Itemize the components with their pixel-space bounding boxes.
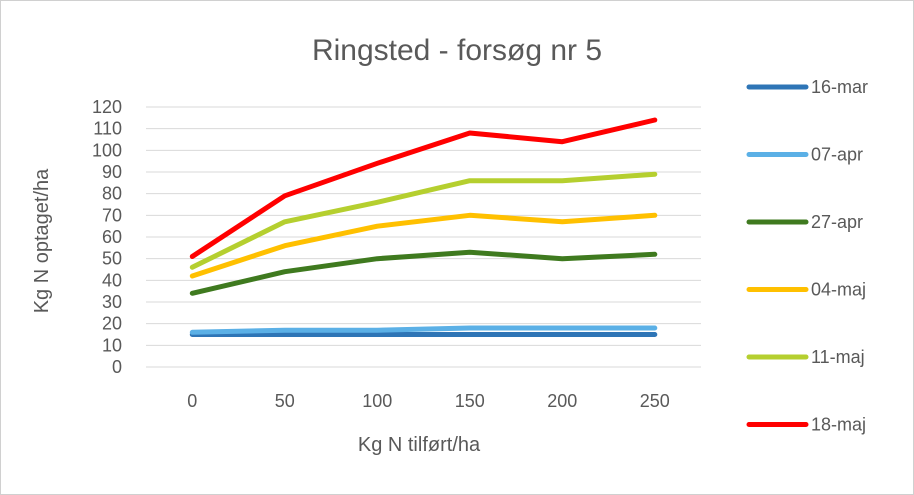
legend-label: 11-maj (811, 347, 865, 367)
x-tick-label: 50 (275, 391, 295, 411)
legend-item: 18-maj (746, 415, 866, 435)
legend-item: 27-apr (746, 212, 863, 232)
series-line-18-maj (189, 117, 658, 259)
y-tick-label: 90 (102, 162, 122, 182)
legend: 16-mar 07-apr 27-apr 04-maj 11-maj 18-maj (746, 77, 868, 435)
y-tick-label: 70 (102, 205, 122, 225)
chart-title: Ringsted - forsøg nr 5 (312, 34, 602, 67)
y-tick-label: 60 (102, 227, 122, 247)
x-tick-label: 150 (455, 391, 485, 411)
series-lines (189, 117, 658, 337)
legend-item: 07-apr (746, 145, 863, 165)
y-tick-label: 30 (102, 292, 122, 312)
y-axis-label: Kg N optaget/ha (31, 168, 53, 313)
x-tick-label: 100 (362, 391, 392, 411)
legend-label: 07-apr (811, 145, 863, 165)
x-axis-ticks: 0 50 100 150 200 250 (187, 391, 670, 411)
y-tick-label: 100 (92, 140, 122, 160)
x-tick-label: 200 (547, 391, 577, 411)
y-tick-label: 10 (102, 335, 122, 355)
y-tick-label: 40 (102, 270, 122, 290)
x-tick-label: 0 (187, 391, 197, 411)
legend-label: 18-maj (811, 415, 866, 435)
legend-label: 16-mar (811, 77, 868, 97)
series-line-04-maj (189, 212, 658, 279)
x-axis-label: Kg N tilført/ha (358, 434, 481, 456)
y-tick-label: 80 (102, 184, 122, 204)
y-tick-label: 20 (102, 314, 122, 334)
series-line-27-apr (189, 249, 658, 296)
y-tick-label: 0 (112, 357, 122, 377)
legend-label: 04-maj (811, 280, 866, 300)
legend-item: 04-maj (746, 280, 866, 300)
legend-item: 16-mar (746, 77, 868, 97)
series-line-07-apr (189, 325, 658, 335)
legend-label: 27-apr (811, 212, 863, 232)
y-tick-label: 120 (92, 97, 122, 117)
y-tick-label: 50 (102, 249, 122, 269)
x-tick-label: 250 (640, 391, 670, 411)
series-line-11-maj (189, 171, 658, 270)
legend-item: 11-maj (746, 347, 865, 367)
y-tick-label: 110 (93, 119, 122, 139)
